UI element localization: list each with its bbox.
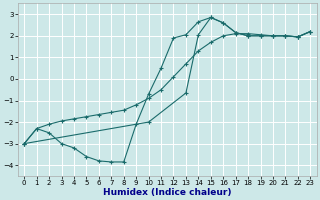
X-axis label: Humidex (Indice chaleur): Humidex (Indice chaleur) — [103, 188, 232, 197]
